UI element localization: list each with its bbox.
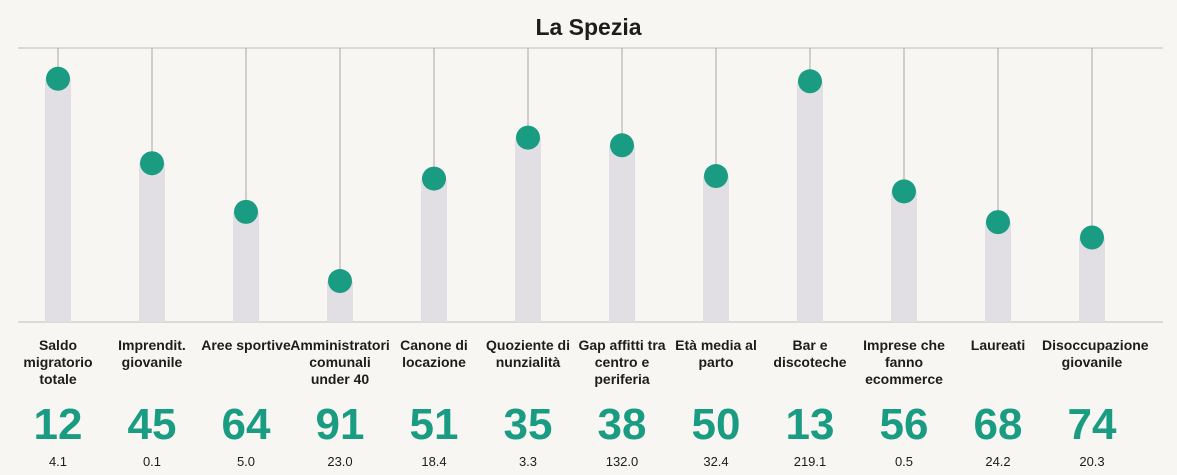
category-label: Bar e discoteche bbox=[773, 337, 847, 370]
rank-label: 50 bbox=[691, 400, 741, 449]
rank-label: 12 bbox=[33, 400, 83, 449]
rank-label: 35 bbox=[503, 400, 553, 449]
indicator-value: 0.5 bbox=[894, 454, 914, 469]
chart-title: La Spezia bbox=[535, 14, 642, 40]
indicator-value: 219.1 bbox=[793, 454, 827, 469]
category-label: Amministratori comunali under 40 bbox=[290, 337, 390, 387]
dot bbox=[234, 199, 258, 224]
category-label: Saldo migratorio totale bbox=[23, 337, 93, 387]
rank-label: 38 bbox=[597, 400, 647, 449]
dot bbox=[516, 125, 540, 150]
category-label: Disoccupazione giovanile bbox=[1042, 337, 1149, 370]
rank-label: 74 bbox=[1067, 400, 1117, 449]
dot bbox=[422, 166, 446, 191]
category-label: Canone di locazione bbox=[400, 337, 468, 370]
bar bbox=[703, 176, 729, 322]
indicator-value: 24.2 bbox=[985, 454, 1011, 469]
bar bbox=[609, 145, 635, 322]
category-label: Aree sportive bbox=[201, 337, 291, 353]
category-label: Imprendit. giovanile bbox=[118, 337, 186, 370]
bar bbox=[515, 137, 541, 322]
bar bbox=[233, 211, 259, 322]
indicator-value: 23.0 bbox=[327, 454, 353, 469]
dot bbox=[892, 179, 916, 204]
dot bbox=[1080, 225, 1104, 250]
indicator-value: 20.3 bbox=[1079, 454, 1105, 469]
bar bbox=[421, 178, 447, 322]
category-label: Gap affitti tra centro e periferia bbox=[578, 337, 666, 387]
dot bbox=[610, 133, 634, 158]
dot bbox=[46, 66, 70, 91]
rank-label: 68 bbox=[973, 400, 1023, 449]
rank-label: 64 bbox=[221, 400, 271, 449]
category-label: Età media al parto bbox=[675, 337, 757, 370]
bar bbox=[45, 78, 71, 322]
indicator-value: 18.4 bbox=[421, 454, 447, 469]
bar bbox=[139, 163, 165, 322]
indicator-value: 32.4 bbox=[703, 454, 729, 469]
indicator-value: 0.1 bbox=[142, 454, 162, 469]
indicator-value: 132.0 bbox=[605, 454, 639, 469]
rank-label: 45 bbox=[127, 400, 177, 449]
category-label: Imprese che fanno ecommerce bbox=[863, 337, 945, 387]
indicator-value: 3.3 bbox=[518, 454, 538, 469]
bar bbox=[891, 191, 917, 322]
dot bbox=[328, 269, 352, 294]
dot bbox=[798, 69, 822, 94]
category-label: Quoziente di nunzialità bbox=[486, 337, 570, 370]
rank-label: 91 bbox=[315, 400, 365, 449]
rank-label: 51 bbox=[409, 400, 459, 449]
indicator-value: 4.1 bbox=[48, 454, 68, 469]
rank-label: 56 bbox=[879, 400, 929, 449]
indicator-value: 5.0 bbox=[236, 454, 256, 469]
rank-label: 13 bbox=[785, 400, 835, 449]
category-label: Laureati bbox=[970, 337, 1026, 353]
dot bbox=[986, 210, 1010, 235]
bar bbox=[985, 222, 1011, 322]
dot bbox=[140, 151, 164, 176]
dot bbox=[704, 164, 728, 189]
bar bbox=[797, 81, 823, 322]
bar bbox=[1079, 237, 1105, 322]
